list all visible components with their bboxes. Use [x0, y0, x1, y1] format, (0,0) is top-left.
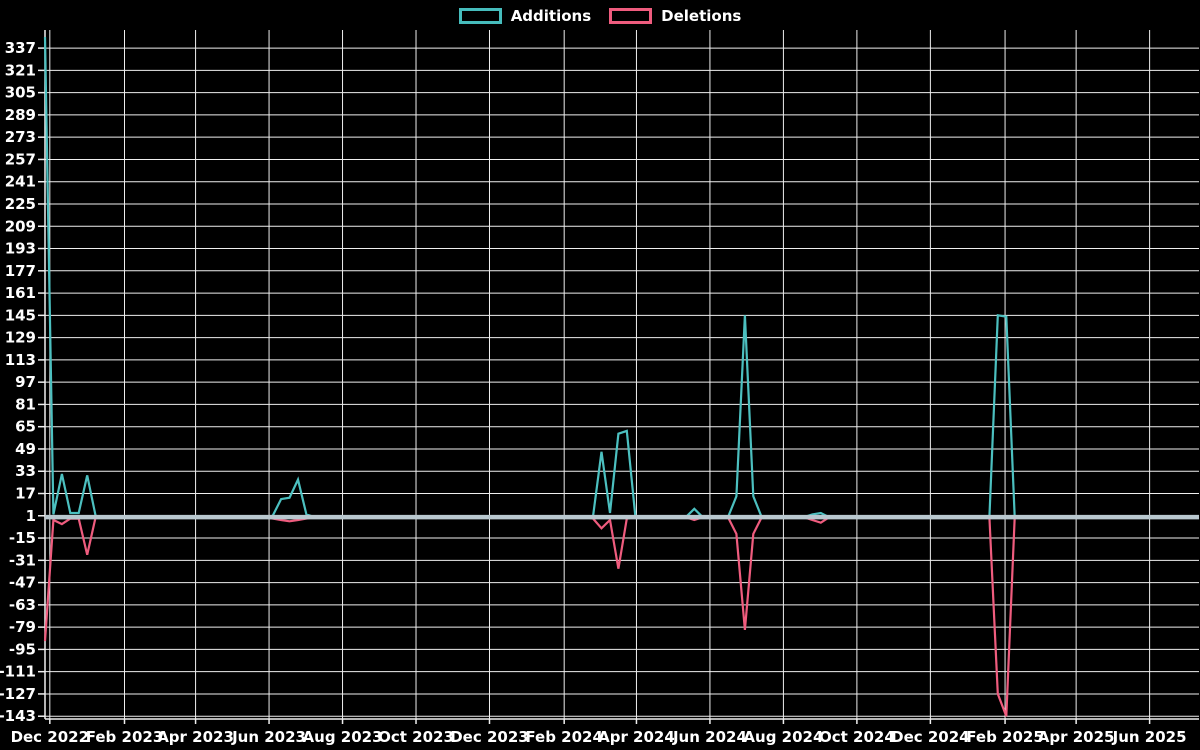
y-tick-label: -127: [0, 685, 36, 703]
y-tick-label: 17: [15, 485, 36, 503]
additions-swatch: [458, 8, 502, 24]
x-tick-label: Apr 2023: [157, 728, 234, 746]
x-tick-label: Jun 2025: [1112, 728, 1187, 746]
y-tick-label: -47: [9, 574, 36, 592]
y-tick-label: 305: [5, 84, 36, 102]
y-tick-label: -143: [0, 707, 36, 725]
y-tick-label: -95: [9, 640, 36, 658]
x-tick-label: Feb 2025: [966, 728, 1044, 746]
x-tick-label: Jun 2023: [231, 728, 306, 746]
y-tick-label: 273: [5, 128, 36, 146]
deletions-swatch: [609, 8, 653, 24]
x-tick-label: Feb 2023: [86, 728, 164, 746]
y-tick-label: 97: [15, 373, 36, 391]
y-tick-label: 241: [5, 173, 36, 191]
y-tick-label: 145: [5, 306, 36, 324]
legend-item-additions[interactable]: Additions: [458, 7, 592, 25]
y-tick-label: 257: [5, 150, 36, 168]
x-tick-label: Aug 2024: [743, 728, 823, 746]
y-tick-label: -111: [0, 663, 36, 681]
legend-item-deletions[interactable]: Deletions: [609, 7, 741, 25]
y-tick-label: 81: [15, 395, 36, 413]
x-tick-label: Apr 2025: [1038, 728, 1115, 746]
chart-legend: Additions Deletions: [0, 7, 1200, 25]
x-tick-label: Oct 2024: [819, 728, 895, 746]
y-tick-label: 337: [5, 39, 36, 57]
y-tick-label: -63: [9, 596, 36, 614]
additions-line: [43, 36, 1192, 519]
y-tick-label: 65: [15, 418, 36, 436]
y-tick-label: 33: [15, 462, 36, 480]
y-tick-label: 1: [26, 507, 36, 525]
x-tick-label: Feb 2024: [525, 728, 603, 746]
x-tick-label: Aug 2023: [303, 728, 383, 746]
x-tick-label: Dec 2022: [11, 728, 90, 746]
y-tick-label: 161: [5, 284, 36, 302]
deletions-line: [43, 516, 1192, 717]
y-tick-label: 225: [5, 195, 36, 213]
y-tick-label: -15: [9, 529, 36, 547]
y-tick-label: -31: [9, 551, 36, 569]
y-tick-label: -79: [9, 618, 36, 636]
y-tick-label: 113: [5, 351, 36, 369]
deletions-legend-label: Deletions: [661, 7, 742, 25]
y-tick-label: 129: [5, 329, 36, 347]
additions-legend-label: Additions: [510, 7, 592, 25]
x-tick-label: Dec 2024: [891, 728, 970, 746]
y-tick-label: 209: [5, 217, 36, 235]
y-tick-label: 321: [5, 61, 36, 79]
x-tick-label: Oct 2023: [378, 728, 454, 746]
y-tick-label: 289: [5, 106, 36, 124]
x-tick-label: Dec 2023: [450, 728, 529, 746]
y-tick-label: 177: [5, 262, 36, 280]
y-tick-label: 49: [15, 440, 36, 458]
x-tick-label: Jun 2024: [672, 728, 747, 746]
y-tick-label: 193: [5, 240, 36, 258]
x-tick-label: Apr 2024: [598, 728, 675, 746]
